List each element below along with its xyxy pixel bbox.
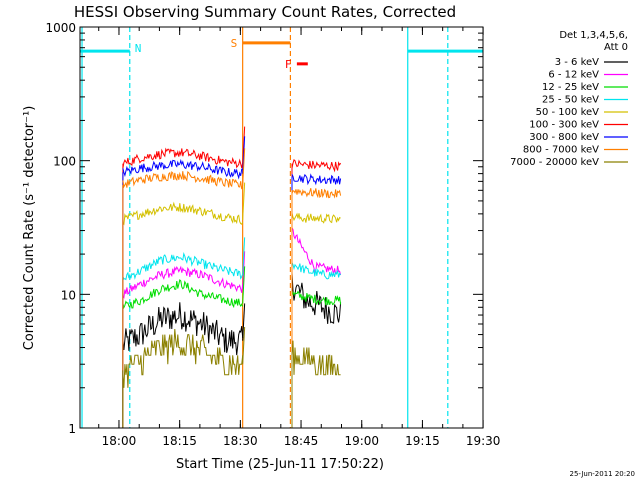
- series-line-1-seg-1: [291, 227, 342, 276]
- legend-label-2: 12 - 25 keV: [542, 82, 599, 93]
- legend-header-1: Att 0: [604, 42, 628, 53]
- series-line-2-seg-0: [122, 279, 244, 310]
- legend: Det 1,3,4,5,6,Att 0 3 - 6 keV 6 - 12 keV12…: [510, 30, 628, 168]
- y-tick-label-2: 100: [53, 155, 76, 169]
- series-line-3-seg-0: [122, 252, 244, 281]
- series-spike-2: [242, 266, 246, 304]
- legend-header-0: Det 1,3,4,5,6,: [559, 30, 628, 41]
- legend-label-5: 100 - 300 keV: [529, 120, 599, 131]
- series-line-4-seg-0: [122, 201, 244, 226]
- series-line-4-seg-1: [291, 212, 341, 224]
- series-spike-4: [242, 182, 246, 221]
- plot-area: S F N: [80, 27, 483, 428]
- date-stamp: 25-Jun-2011 20:20: [570, 470, 636, 478]
- series-line-8-seg-0: [122, 328, 244, 388]
- legend-label-1: 6 - 12 keV: [548, 70, 599, 81]
- flag-bar-label-2: S: [231, 37, 238, 50]
- x-tick-label-0: 18:00: [102, 434, 137, 448]
- x-tick-label-2: 18:30: [223, 434, 258, 448]
- x-tick-label-5: 19:15: [405, 434, 440, 448]
- flag-bar-label-3: F: [285, 58, 292, 71]
- series-line-5-seg-0: [122, 147, 244, 169]
- series-line-6-seg-1: [291, 173, 342, 186]
- series-line-3-seg-1: [291, 262, 342, 280]
- x-tick-label-1: 18:15: [162, 434, 197, 448]
- series-line-5-seg-1: [291, 159, 342, 173]
- series-spike-8: [242, 326, 246, 365]
- series-line-0-seg-0: [122, 302, 244, 356]
- y-tick-label-3: 1000: [45, 21, 76, 35]
- series-line-2-seg-1: [291, 290, 342, 306]
- legend-label-6: 300 - 800 keV: [529, 132, 599, 143]
- legend-label-8: 7000 - 20000 keV: [510, 157, 599, 168]
- y-tick-label-1: 10: [61, 288, 76, 302]
- series-spike-6: [242, 136, 246, 174]
- series-line-0-seg-1: [291, 273, 342, 324]
- legend-label-7: 800 - 7000 keV: [523, 145, 599, 156]
- y-axis-label: Corrected Count Rate (s⁻¹ detector⁻¹): [22, 106, 37, 351]
- legend-label-0: 3 - 6 keV: [555, 57, 599, 68]
- y-tick-label-0: 1: [68, 422, 76, 436]
- x-axis-label: Start Time (25-Jun-11 17:50:22): [176, 457, 384, 472]
- series-line-8-seg-1: [291, 340, 341, 376]
- flag-line-label-0: N: [135, 42, 142, 55]
- series-spike-7: [242, 148, 246, 186]
- series-spike-1: [242, 251, 246, 289]
- x-tick-label-6: 19:30: [466, 434, 501, 448]
- chart-title: HESSI Observing Summary Count Rates, Cor…: [74, 3, 456, 21]
- series-line-1-seg-0: [122, 265, 244, 299]
- series-line-6-seg-0: [122, 158, 243, 180]
- x-tick-label-3: 18:45: [284, 434, 319, 448]
- series-line-7-seg-0: [122, 171, 244, 190]
- series-spike-0: [242, 303, 246, 341]
- legend-label-3: 25 - 50 keV: [542, 95, 599, 106]
- series-spike-5: [242, 126, 246, 164]
- series-spike-3: [242, 237, 246, 275]
- x-tick-label-4: 19:00: [344, 434, 379, 448]
- plot-frame: [79, 26, 484, 429]
- legend-label-4: 50 - 100 keV: [536, 107, 600, 118]
- series-line-7-seg-1: [291, 188, 342, 199]
- axes: 18:00 18:15 18:30 18:45 19:00 19:15 19:30 1 10 10…: [45, 21, 500, 448]
